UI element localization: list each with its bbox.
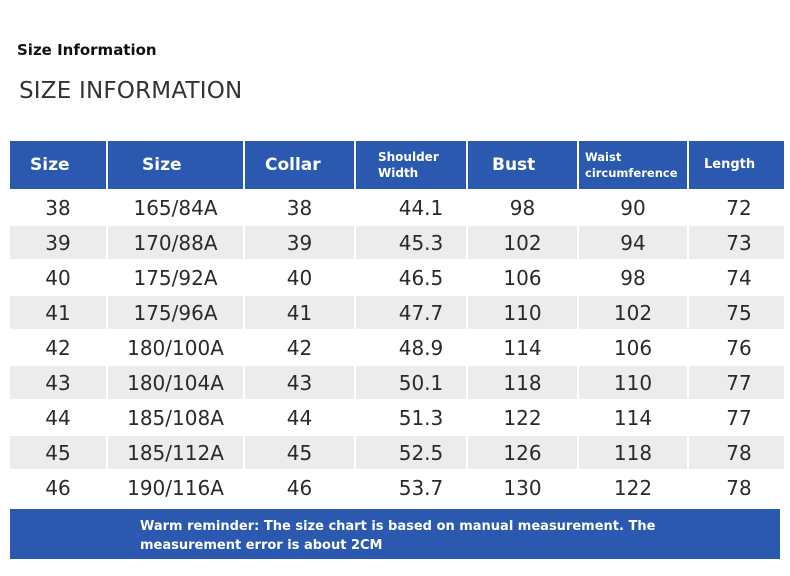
table-row: 40 175/92A 40 46.5 106 98 74 [10,261,784,294]
shoulder-width-cell: 48.9 [356,331,466,364]
length-cell: 76 [689,331,784,364]
size-cell: 41 [10,296,106,329]
table-body: 38 165/84A 38 44.1 98 90 72 39 170/88A 39 45.3 102 9… [10,191,784,504]
shoulder-width-cell: 44.1 [356,191,466,224]
collar-cell: 40 [245,261,354,294]
waist-cell: 98 [579,261,687,294]
column-header-bust: Bust [468,141,577,189]
table-header-row: Size Size Collar Shoulder Width Bust Wai… [10,141,784,189]
size-code-cell: 180/104A [108,366,243,399]
bust-cell: 110 [468,296,577,329]
column-header-size-code: Size [108,141,243,189]
warm-reminder-banner: Warm reminder: The size chart is based o… [10,509,780,559]
size-code-cell: 170/88A [108,226,243,259]
length-cell: 75 [689,296,784,329]
shoulder-width-cell: 53.7 [356,471,466,504]
size-code-cell: 190/116A [108,471,243,504]
size-cell: 45 [10,436,106,469]
size-code-cell: 175/92A [108,261,243,294]
shoulder-width-cell: 51.3 [356,401,466,434]
size-code-cell: 165/84A [108,191,243,224]
column-header-waist: Waist circumference [579,141,687,189]
length-cell: 77 [689,366,784,399]
size-cell: 38 [10,191,106,224]
table-row: 46 190/116A 46 53.7 130 122 78 [10,471,784,504]
table-row: 45 185/112A 45 52.5 126 118 78 [10,436,784,469]
length-cell: 78 [689,436,784,469]
column-header-size: Size [10,141,106,189]
size-cell: 46 [10,471,106,504]
waist-cell: 114 [579,401,687,434]
size-code-cell: 175/96A [108,296,243,329]
collar-cell: 45 [245,436,354,469]
collar-cell: 42 [245,331,354,364]
bust-cell: 118 [468,366,577,399]
column-header-length: Length [689,141,784,189]
bust-cell: 126 [468,436,577,469]
collar-cell: 39 [245,226,354,259]
waist-cell: 110 [579,366,687,399]
collar-cell: 38 [245,191,354,224]
bust-cell: 102 [468,226,577,259]
collar-cell: 41 [245,296,354,329]
size-code-cell: 185/108A [108,401,243,434]
shoulder-width-cell: 52.5 [356,436,466,469]
table-row: 41 175/96A 41 47.7 110 102 75 [10,296,784,329]
size-cell: 40 [10,261,106,294]
length-cell: 78 [689,471,784,504]
size-code-cell: 180/100A [108,331,243,364]
column-header-collar: Collar [245,141,354,189]
column-header-waist-line2: circumference [585,166,678,180]
column-header-shoulder-line2: Width [378,166,419,180]
bust-cell: 130 [468,471,577,504]
bust-cell: 122 [468,401,577,434]
length-cell: 74 [689,261,784,294]
size-cell: 39 [10,226,106,259]
shoulder-width-cell: 46.5 [356,261,466,294]
waist-cell: 118 [579,436,687,469]
bust-cell: 98 [468,191,577,224]
table-row: 39 170/88A 39 45.3 102 94 73 [10,226,784,259]
waist-cell: 90 [579,191,687,224]
shoulder-width-cell: 50.1 [356,366,466,399]
reminder-line-2: measurement error is about 2CM [140,538,383,553]
size-code-cell: 185/112A [108,436,243,469]
collar-cell: 44 [245,401,354,434]
size-table: Size Size Collar Shoulder Width Bust Wai… [8,139,786,506]
page-title: SIZE INFORMATION [19,78,243,104]
length-cell: 73 [689,226,784,259]
bust-cell: 114 [468,331,577,364]
length-cell: 77 [689,401,784,434]
reminder-line-1: Warm reminder: The size chart is based o… [140,519,656,534]
column-header-shoulder-width: Shoulder Width [356,141,466,189]
waist-cell: 106 [579,331,687,364]
waist-cell: 122 [579,471,687,504]
collar-cell: 46 [245,471,354,504]
bust-cell: 106 [468,261,577,294]
table-row: 38 165/84A 38 44.1 98 90 72 [10,191,784,224]
waist-cell: 102 [579,296,687,329]
size-cell: 42 [10,331,106,364]
size-cell: 44 [10,401,106,434]
collar-cell: 43 [245,366,354,399]
waist-cell: 94 [579,226,687,259]
shoulder-width-cell: 47.7 [356,296,466,329]
column-header-waist-line1: Waist [585,150,622,164]
column-header-shoulder-line1: Shoulder [378,150,439,164]
table-row: 44 185/108A 44 51.3 122 114 77 [10,401,784,434]
section-label: Size Information [17,41,157,59]
table-row: 43 180/104A 43 50.1 118 110 77 [10,366,784,399]
length-cell: 72 [689,191,784,224]
table-row: 42 180/100A 42 48.9 114 106 76 [10,331,784,364]
size-cell: 43 [10,366,106,399]
shoulder-width-cell: 45.3 [356,226,466,259]
